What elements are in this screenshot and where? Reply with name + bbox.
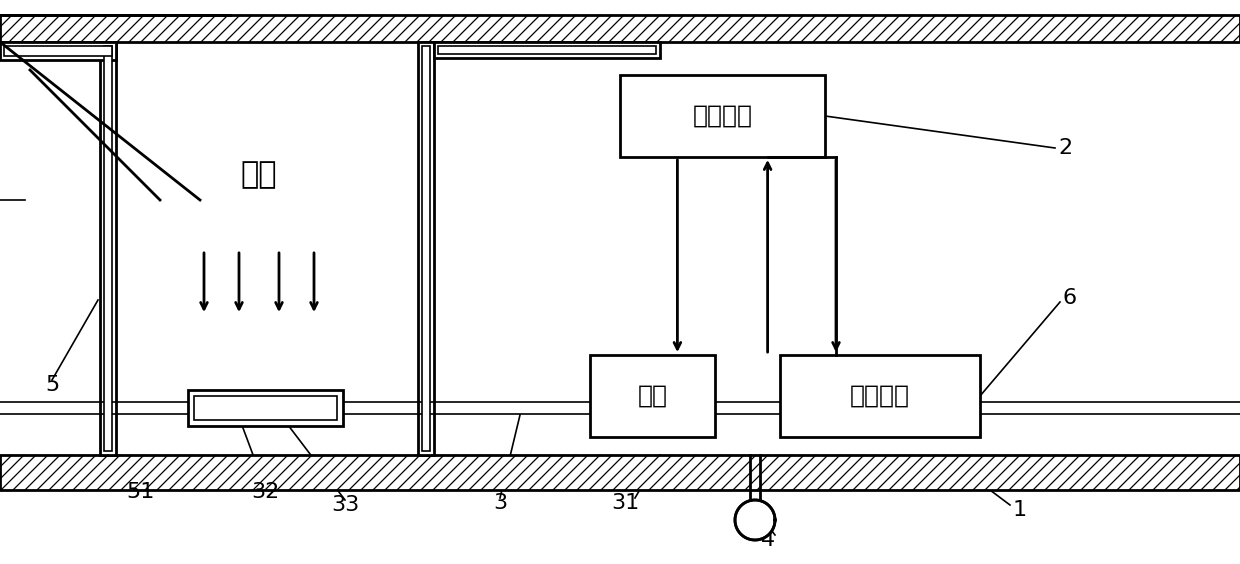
Bar [434,42,660,58]
Text: 32: 32 [250,482,279,502]
Bar [438,46,656,54]
Bar [0,42,117,60]
Text: 3: 3 [494,493,507,513]
Bar [188,390,343,426]
Bar [0,15,1240,42]
Text: 6: 6 [1063,288,1078,308]
Bar [100,42,117,455]
Bar [4,46,112,56]
Bar [780,355,980,437]
Text: 冷风: 冷风 [241,161,278,190]
Text: 5: 5 [45,375,60,395]
Text: 1: 1 [1013,500,1027,520]
Bar [193,396,337,420]
Bar [590,355,715,437]
Text: 电源机构: 电源机构 [849,384,910,408]
Text: 31: 31 [611,493,639,513]
Text: 33: 33 [331,495,360,515]
Bar [418,42,434,455]
Polygon shape [735,500,775,540]
Text: 2: 2 [1058,138,1073,158]
Text: 马达: 马达 [637,384,667,408]
Text: 控制单元: 控制单元 [692,104,753,128]
Text: 51: 51 [125,482,154,502]
Bar [104,46,112,451]
Bar [0,455,1240,490]
Polygon shape [0,15,229,230]
Text: 4: 4 [761,530,775,550]
Bar [422,46,430,451]
Bar [620,75,825,157]
